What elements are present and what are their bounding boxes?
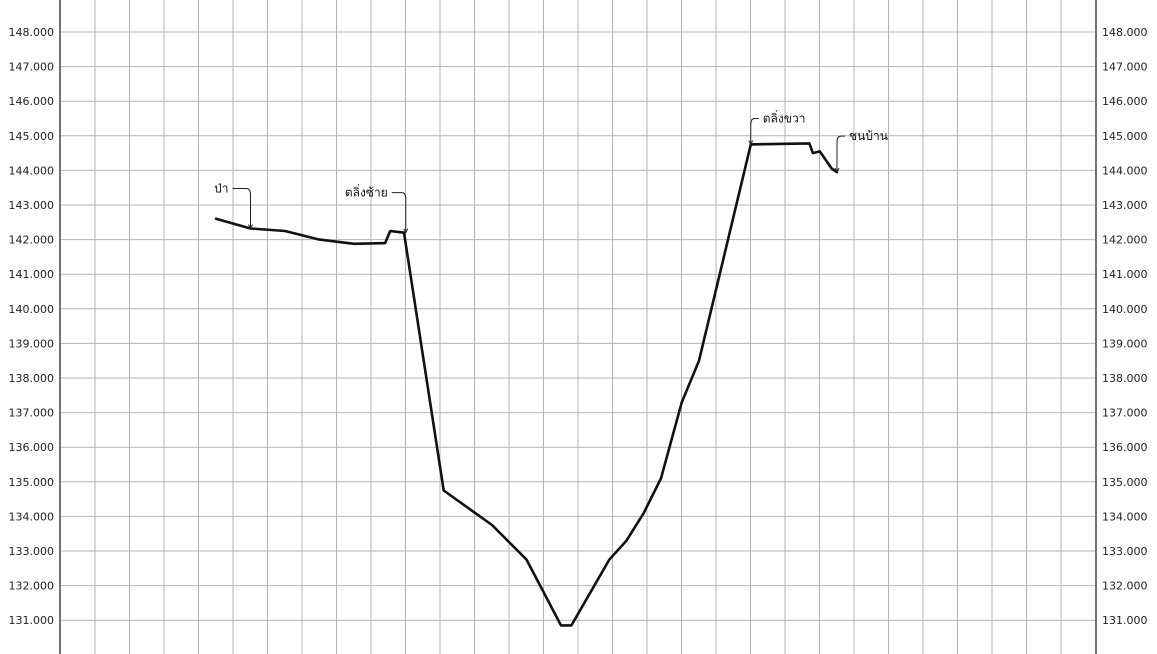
- y-tick-label-right: 140.000: [1102, 303, 1148, 316]
- annotation-leader: [232, 188, 251, 229]
- y-tick-label-left: 139.000: [9, 337, 55, 350]
- y-tick-label-left: 137.000: [9, 407, 55, 420]
- y-tick-label-right: 142.000: [1102, 234, 1148, 247]
- y-tick-label-left: 133.000: [9, 545, 55, 558]
- y-tick-label-right: 139.000: [1102, 337, 1148, 350]
- y-tick-label-right: 147.000: [1102, 61, 1148, 74]
- y-tick-label-left: 143.000: [9, 199, 55, 212]
- y-tick-label-left: 142.000: [9, 234, 55, 247]
- y-tick-label-right: 137.000: [1102, 407, 1148, 420]
- y-tick-label-right: 134.000: [1102, 510, 1148, 523]
- annotation-leader: [750, 117, 759, 145]
- y-tick-label-right: 144.000: [1102, 164, 1148, 177]
- annotation-label: ตลิ่งซ้าย: [345, 184, 388, 200]
- y-tick-label-left: 132.000: [9, 580, 55, 593]
- horizontal-gridlines: [60, 31, 1096, 621]
- y-tick-label-left: 135.000: [9, 476, 55, 489]
- y-tick-label-left: 138.000: [9, 372, 55, 385]
- annotation: ป่า: [214, 182, 253, 230]
- annotation: ตลิ่งขวา: [748, 109, 806, 146]
- annotation-label: ชนบ้าน: [849, 129, 888, 143]
- y-tick-label-left: 140.000: [9, 303, 55, 316]
- y-tick-label-left: 131.000: [9, 614, 55, 627]
- y-tick-label-right: 145.000: [1102, 130, 1148, 143]
- annotation-arrowhead: [248, 224, 253, 230]
- y-tick-label-left: 148.000: [9, 26, 55, 39]
- annotation: ชนบ้าน: [834, 129, 888, 174]
- y-tick-label-left: 147.000: [9, 61, 55, 74]
- annotation-leader: [836, 135, 845, 173]
- right-tick-labels: 131.000 132.000 133.000 134.000 135.000 136.0…: [1102, 26, 1148, 627]
- y-tick-label-right: 135.000: [1102, 476, 1148, 489]
- y-tick-label-left: 144.000: [9, 164, 55, 177]
- annotation-arrowhead: [834, 167, 840, 174]
- y-tick-label-right: 138.000: [1102, 372, 1148, 385]
- annotation-leader: [391, 192, 407, 233]
- y-tick-label-left: 145.000: [9, 130, 55, 143]
- y-tick-label-right: 146.000: [1102, 95, 1148, 108]
- y-tick-label-left: 134.000: [9, 510, 55, 523]
- y-tick-label-left: 136.000: [9, 441, 55, 454]
- vertical-gridlines: [94, 0, 1062, 654]
- series-line: [214, 142, 839, 627]
- y-tick-label-right: 143.000: [1102, 199, 1148, 212]
- annotation-arrowhead: [748, 140, 754, 146]
- y-tick-label-right: 136.000: [1102, 441, 1148, 454]
- annotation-arrowhead: [403, 228, 409, 234]
- annotation-label: ตลิ่งขวา: [763, 109, 806, 125]
- annotation-label: ป่า: [214, 182, 228, 196]
- annotation: ตลิ่งซ้าย: [345, 184, 409, 234]
- y-tick-label-right: 148.000: [1102, 26, 1148, 39]
- y-tick-label-right: 141.000: [1102, 268, 1148, 281]
- y-tick-label-right: 132.000: [1102, 580, 1148, 593]
- y-tick-label-left: 141.000: [9, 268, 55, 281]
- left-tick-labels: 131.000 132.000 133.000 134.000 135.000 136.0…: [9, 26, 55, 627]
- y-tick-label-right: 131.000: [1102, 614, 1148, 627]
- y-tick-label-right: 133.000: [1102, 545, 1148, 558]
- y-tick-label-left: 146.000: [9, 95, 55, 108]
